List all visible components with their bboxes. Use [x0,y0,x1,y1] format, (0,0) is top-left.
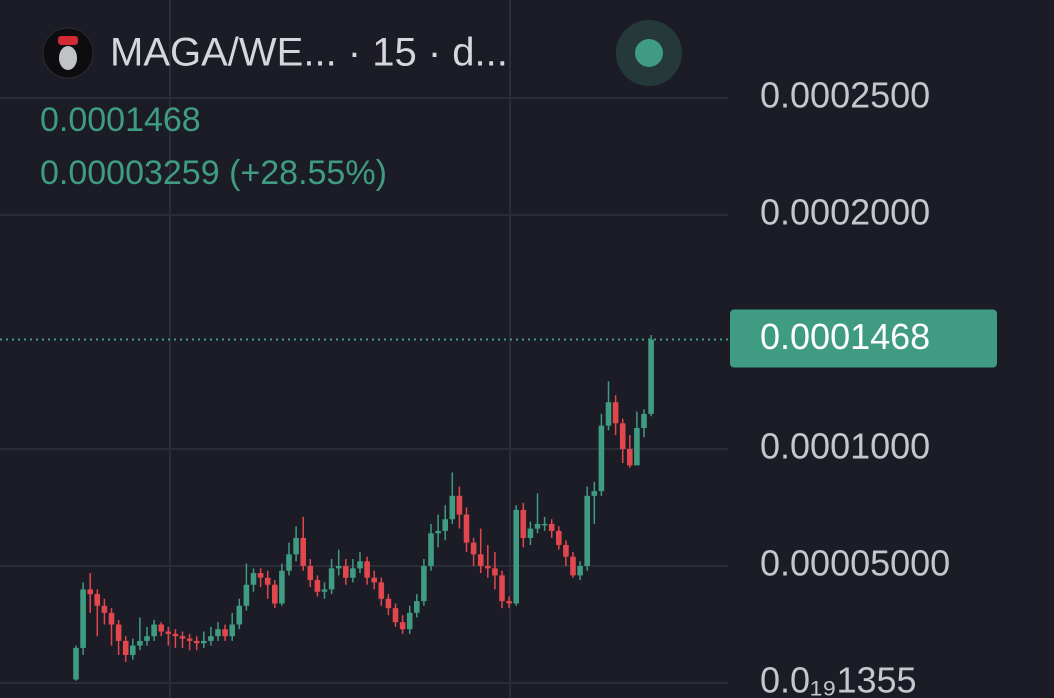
candle-body [321,589,328,592]
y-axis: 0.0₁₉1355 0.00005000 0.0001000 0.0002000 0.0… [730,75,997,698]
y-tick-label: 0.0002500 [760,75,930,116]
candle-body [73,647,79,680]
candle-body [634,427,640,466]
candle-body [556,530,562,545]
candle-body [151,624,157,637]
candle-body [385,598,392,609]
candle-body [598,425,605,492]
candle-body [378,582,385,599]
candle-body [300,537,306,567]
candle-body [605,402,612,426]
candle-body [186,638,193,641]
candle-body [584,495,590,567]
candle-body [641,413,647,428]
candle-body [101,605,108,613]
candle-body [506,601,512,604]
candle-body [541,523,548,526]
last-price-badge [730,309,997,368]
candle-body [122,640,129,655]
candle-body [272,584,278,604]
candle-body [591,491,598,496]
grid [0,0,728,698]
candle-body [165,631,172,634]
candle-body [236,605,243,625]
candle-body [144,636,150,641]
candle-body [335,566,342,569]
candle-body [172,633,179,637]
candle-body [534,523,541,529]
candle-body [456,495,463,515]
candle-body [563,544,569,557]
candle-body [314,580,321,592]
candle-body [421,566,427,602]
candle-body [364,561,370,578]
candle-body [428,533,434,567]
candle-body [80,589,86,648]
candle-body [449,495,456,520]
candle-body [250,573,257,585]
candle-body [293,537,299,555]
candle-body [612,402,619,424]
candle-body [570,556,576,576]
candle-body [328,568,335,590]
candle-body [279,570,285,604]
avatar-hat [58,36,78,45]
candle-body [179,636,186,639]
candle-body [435,530,441,534]
candle-body [94,594,101,606]
chart-title: MAGA/WE... · 15 · d... [110,31,508,75]
plot [0,335,728,681]
candle-body [470,542,477,555]
candle-body [520,509,527,538]
candle-body [357,561,363,569]
candle-body [477,554,484,567]
price-line: 0.0001468 [40,101,201,139]
candle-body [350,568,356,578]
candle-body [87,589,93,595]
candle-body [548,523,555,531]
candle-body [307,566,314,581]
candle-body [627,449,633,466]
candle-body [137,640,143,646]
candle-body [343,566,349,578]
candle-body [222,629,228,637]
avatar-face [59,46,77,70]
live-indicator [635,39,663,67]
candle-body [208,636,214,641]
candle-body [286,554,292,571]
candle-body [264,577,271,585]
candle-body [619,423,626,450]
candle-body [108,612,115,625]
candle-body [115,624,122,641]
candle-body [577,566,583,576]
candle-body [648,339,654,414]
last-price-label: 0.0001468 [760,316,930,357]
candle-body [463,514,470,543]
candle-body [215,629,221,637]
candle-body [492,568,498,576]
y-tick-label: 0.0001000 [760,426,930,467]
candle-body [499,575,505,602]
candle-body [485,566,491,569]
candle-body [527,528,534,538]
y-tick-label: 0.0₁₉1355 [760,660,917,698]
candle-body [399,622,406,630]
candle-body [201,640,207,644]
candle-body [414,601,420,613]
candle-body [513,509,519,604]
candle-body [193,640,200,644]
candle-body [243,584,250,606]
candle-body [158,624,164,632]
y-tick-label: 0.0002000 [760,192,930,233]
candle-body [371,577,377,583]
change-line: 0.00003259 (+28.55%) [40,154,387,192]
candle-body [130,645,136,655]
candle-body [392,608,399,623]
candle-body [406,612,413,630]
candle-body [257,573,264,578]
y-tick-label: 0.00005000 [760,543,950,584]
candle-body [442,519,448,531]
candle-body [229,624,235,637]
